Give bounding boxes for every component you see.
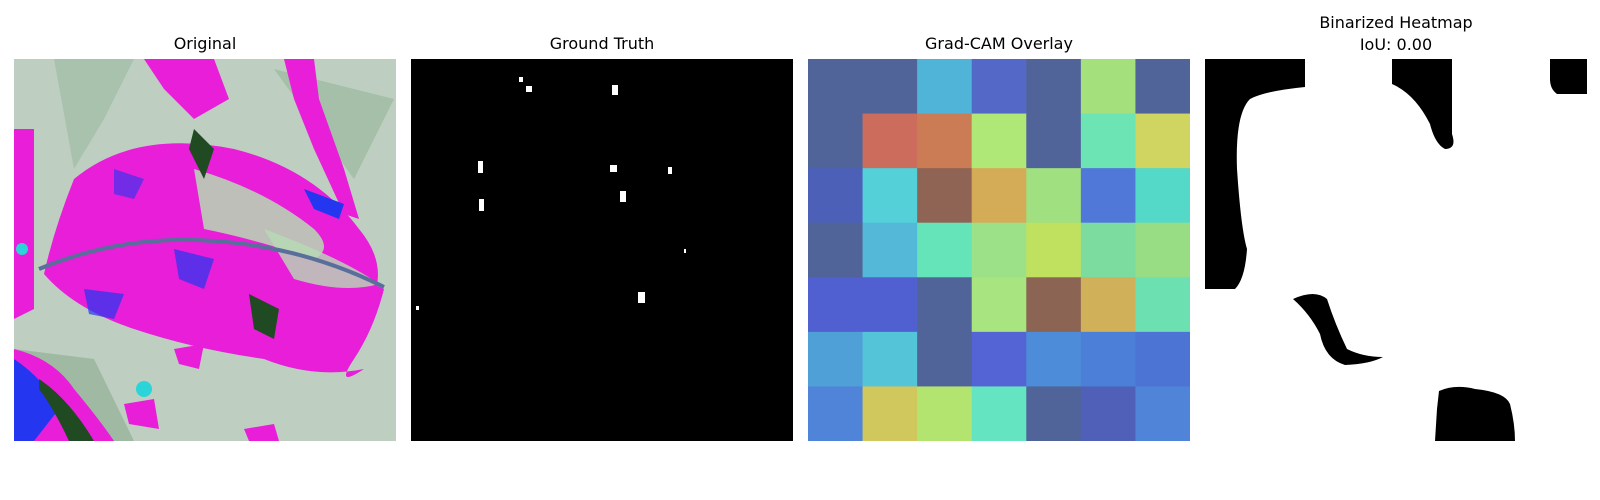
panel-title-binarized: Binarized Heatmap xyxy=(1319,13,1473,32)
gradcam-cell xyxy=(1080,277,1136,333)
mask-picture xyxy=(411,59,793,441)
gradcam-cell xyxy=(971,113,1027,169)
gradcam-cell xyxy=(971,222,1027,278)
gradcam-cell xyxy=(808,386,864,441)
gradcam-cell xyxy=(808,59,864,115)
gradcam-cell xyxy=(917,59,973,115)
binarized-heatmap xyxy=(1205,59,1587,441)
gradcam-cell xyxy=(1026,168,1082,224)
gradcam-cell xyxy=(862,277,918,333)
gradcam-cell xyxy=(808,113,864,169)
gradcam-cell xyxy=(808,222,864,278)
gradcam-cell xyxy=(1026,59,1082,115)
gradcam-cell xyxy=(1135,59,1190,115)
gradcam-cell xyxy=(808,331,864,387)
gradcam-cell xyxy=(1080,331,1136,387)
panel-title-original: Original xyxy=(173,34,237,53)
gradcam-cell xyxy=(1026,386,1082,441)
gradcam-cell xyxy=(1135,386,1190,441)
leaf-picture xyxy=(14,59,396,441)
gradcam-cell xyxy=(1135,168,1190,224)
gradcam-cell xyxy=(971,386,1027,441)
gradcam-cell xyxy=(1135,222,1190,278)
gradcam-cell xyxy=(862,168,918,224)
gradcam-cell xyxy=(917,386,973,441)
gradcam-cell xyxy=(971,59,1027,115)
gradcam-cell xyxy=(1080,59,1136,115)
gradcam-cell xyxy=(1080,222,1136,278)
binarized-picture xyxy=(1205,59,1587,441)
gradcam-cell xyxy=(1026,331,1082,387)
gradcam-cell xyxy=(917,113,973,169)
panel-title-gradcam: Grad-CAM Overlay xyxy=(925,34,1073,53)
gradcam-cell xyxy=(917,168,973,224)
gradcam-cell xyxy=(1080,113,1136,169)
gradcam-cell xyxy=(1080,386,1136,441)
gradcam-cell xyxy=(862,386,918,441)
gradcam-cell xyxy=(1135,331,1190,387)
gradcam-heatmap xyxy=(808,59,1190,441)
gradcam-cell xyxy=(971,168,1027,224)
gradcam-cell xyxy=(862,113,918,169)
gradcam-cell xyxy=(971,277,1027,333)
gradcam-cell xyxy=(862,59,918,115)
gradcam-cell xyxy=(971,331,1027,387)
gradcam-cell xyxy=(1080,168,1136,224)
gradcam-overlay xyxy=(808,59,1190,441)
gradcam-cell xyxy=(862,222,918,278)
gradcam-cell xyxy=(917,277,973,333)
gradcam-cell xyxy=(1135,277,1190,333)
gradcam-cell xyxy=(1026,113,1082,169)
gradcam-cell xyxy=(917,222,973,278)
ground-truth-mask xyxy=(411,59,793,441)
gradcam-cell xyxy=(1026,222,1082,278)
panel-subtitle-iou: IoU: 0.00 xyxy=(1359,35,1433,54)
gradcam-cell xyxy=(1135,113,1190,169)
panel-title-ground-truth: Ground Truth xyxy=(549,34,655,53)
gradcam-cell xyxy=(808,277,864,333)
gradcam-cell xyxy=(1026,277,1082,333)
gradcam-cell xyxy=(808,168,864,224)
gradcam-cell xyxy=(917,331,973,387)
original-image xyxy=(14,59,396,441)
gradcam-cell xyxy=(862,331,918,387)
